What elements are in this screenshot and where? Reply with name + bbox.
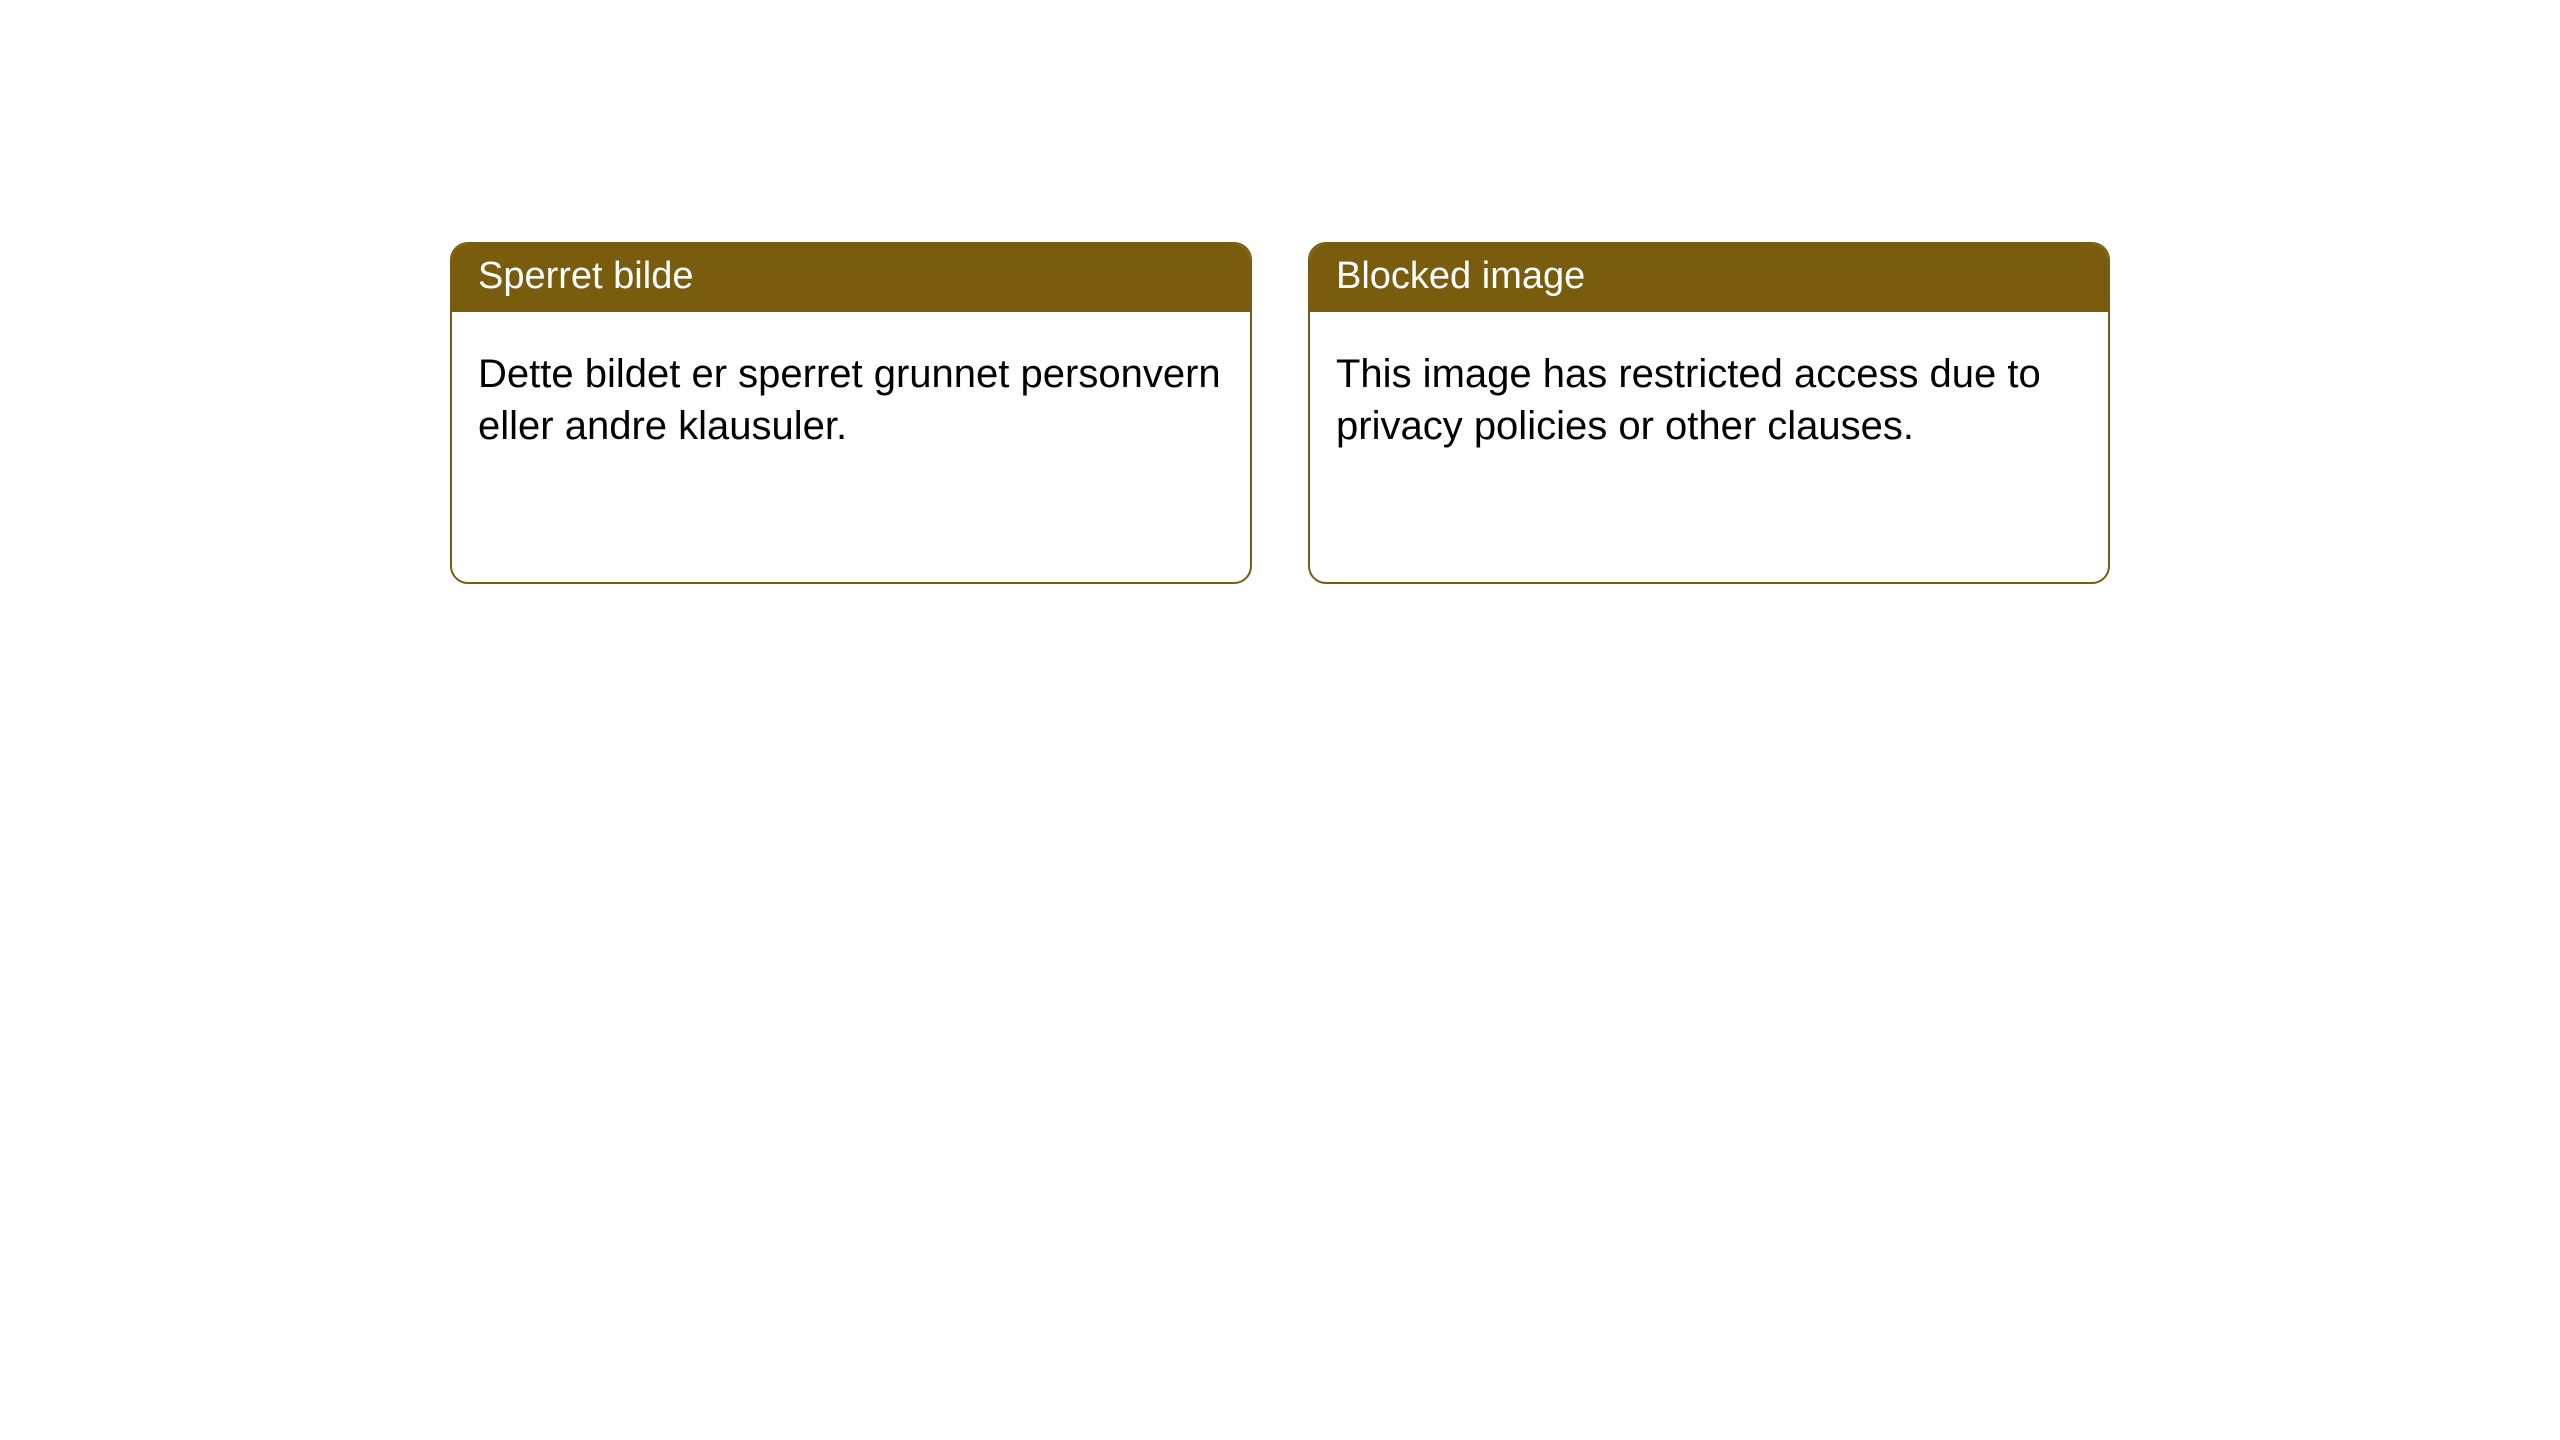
card-header: Blocked image bbox=[1310, 244, 2108, 312]
card-header: Sperret bilde bbox=[452, 244, 1250, 312]
card-body: This image has restricted access due to … bbox=[1310, 312, 2108, 582]
card-body-text: Dette bildet er sperret grunnet personve… bbox=[478, 352, 1221, 449]
card-title: Sperret bilde bbox=[478, 255, 693, 297]
card-body: Dette bildet er sperret grunnet personve… bbox=[452, 312, 1250, 582]
card-body-text: This image has restricted access due to … bbox=[1336, 352, 2041, 449]
notice-card-english: Blocked image This image has restricted … bbox=[1308, 242, 2110, 584]
notice-card-norwegian: Sperret bilde Dette bildet er sperret gr… bbox=[450, 242, 1252, 584]
notice-cards-container: Sperret bilde Dette bildet er sperret gr… bbox=[0, 0, 2560, 584]
card-title: Blocked image bbox=[1336, 255, 1585, 297]
